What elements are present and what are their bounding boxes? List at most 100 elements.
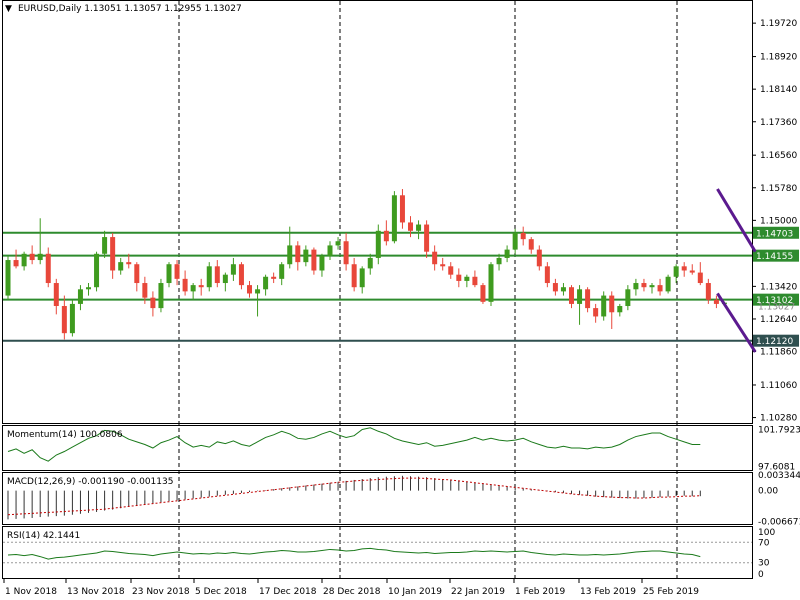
candle-body bbox=[464, 276, 470, 281]
candle-body bbox=[633, 283, 639, 290]
price-tick-label: 1.13420 bbox=[760, 282, 797, 292]
candle-body bbox=[206, 266, 212, 288]
candle-body bbox=[86, 287, 91, 290]
candle-body bbox=[222, 274, 228, 284]
candle-body bbox=[609, 295, 615, 313]
momentum-tick-label: 97.6081 bbox=[758, 462, 795, 472]
vertical-gridlines bbox=[178, 1, 678, 578]
candle-body bbox=[335, 241, 341, 246]
candle-body bbox=[29, 253, 35, 261]
date-tick-label: 1 Feb 2019 bbox=[515, 587, 566, 597]
candle-body bbox=[657, 285, 663, 292]
rsi-label: RSI(14) 42.1441 bbox=[7, 531, 80, 541]
candle-body bbox=[174, 264, 180, 279]
candle-body bbox=[456, 274, 462, 281]
candle-body bbox=[351, 264, 357, 288]
rsi-line bbox=[7, 547, 701, 560]
candle-body bbox=[230, 264, 236, 275]
candle-body bbox=[45, 253, 51, 284]
macd-tick-label: 0.003344 bbox=[758, 471, 800, 481]
candle-body bbox=[118, 262, 124, 271]
rsi-tick-label: 100 bbox=[758, 528, 775, 538]
date-tick-label: 17 Dec 2018 bbox=[259, 587, 317, 597]
channel-line bbox=[716, 292, 757, 353]
date-tick-label: 23 Nov 2018 bbox=[132, 587, 190, 597]
candle-body bbox=[255, 289, 261, 294]
date-tick-label: 22 Jan 2019 bbox=[451, 587, 505, 597]
candle-body bbox=[512, 232, 518, 250]
candle-body bbox=[520, 232, 526, 240]
date-axis: 1 Nov 2018 13 Nov 2018 23 Nov 2018 5 Dec 20… bbox=[3, 578, 699, 597]
price-tick-label: 1.17360 bbox=[760, 118, 797, 128]
macd-tick-label: 0.00 bbox=[758, 487, 778, 497]
rsi-tick-label: 0 bbox=[758, 570, 764, 580]
price-axis: 1.19720 1.18920 1.18140 1.17360 1.16560 1.157… bbox=[752, 19, 797, 424]
candle-body bbox=[552, 283, 558, 292]
chart-menu-triangle[interactable]: ▼ bbox=[5, 4, 12, 14]
candle-body bbox=[480, 285, 486, 302]
candle-body bbox=[61, 306, 67, 334]
candle-body bbox=[247, 285, 252, 294]
candle-body bbox=[560, 287, 566, 292]
candle-body bbox=[448, 266, 454, 275]
trend-channel bbox=[716, 188, 757, 353]
candle-body bbox=[665, 276, 671, 292]
date-tick-label: 10 Jan 2019 bbox=[388, 587, 442, 597]
candle-body bbox=[21, 253, 27, 267]
candle-body bbox=[440, 264, 446, 267]
candle-body bbox=[238, 264, 244, 286]
candle-body bbox=[287, 245, 293, 265]
candle-body bbox=[681, 266, 687, 271]
channel-line bbox=[716, 188, 757, 253]
level-label: 1.13102 bbox=[756, 296, 793, 306]
price-panel-frame bbox=[2, 0, 753, 424]
candle-body bbox=[569, 287, 574, 304]
candle-body bbox=[705, 283, 711, 300]
price-tick-label: 1.11860 bbox=[760, 348, 797, 358]
candle-body bbox=[142, 283, 148, 298]
date-tick-label: 5 Dec 2018 bbox=[195, 587, 247, 597]
candle-body bbox=[544, 266, 550, 284]
macd-panel-frame bbox=[2, 472, 753, 525]
candle-body bbox=[391, 195, 397, 242]
rsi-tick-label: 70 bbox=[758, 538, 770, 548]
candle-body bbox=[399, 195, 405, 223]
level-label-box bbox=[753, 249, 799, 262]
date-tick-label: 13 Feb 2019 bbox=[580, 587, 636, 597]
momentum-line bbox=[7, 427, 701, 462]
price-tick-label: 1.18920 bbox=[760, 53, 797, 63]
candle-body bbox=[424, 224, 430, 252]
level-label-box bbox=[753, 293, 799, 306]
price-tick-label: 1.10280 bbox=[760, 414, 797, 424]
candle-body bbox=[375, 230, 381, 258]
momentum-indicator: 101.7923 97.6081 bbox=[7, 426, 800, 472]
level-label: 1.14155 bbox=[756, 252, 793, 262]
candle-body bbox=[697, 272, 703, 284]
candle-body bbox=[649, 285, 655, 288]
candle-body bbox=[496, 257, 502, 265]
candle-body bbox=[625, 289, 631, 307]
candle-body bbox=[150, 297, 156, 309]
candle-body bbox=[617, 306, 623, 313]
candle-body bbox=[110, 237, 116, 271]
candle-body bbox=[311, 249, 317, 271]
candle-body bbox=[37, 253, 43, 261]
candle-body bbox=[504, 249, 510, 258]
candle-body bbox=[77, 289, 83, 304]
candle-body bbox=[601, 295, 607, 317]
candle-body bbox=[53, 283, 59, 307]
price-tick-label: 1.12640 bbox=[760, 315, 797, 325]
candlesticks bbox=[5, 189, 727, 340]
candle-body bbox=[182, 278, 188, 292]
candle-body bbox=[166, 264, 172, 284]
candle-body bbox=[158, 283, 164, 309]
candle-body bbox=[472, 276, 478, 286]
candle-body bbox=[408, 222, 413, 231]
candle-body bbox=[271, 276, 277, 279]
momentum-label: Momentum(14) 100.0806 bbox=[7, 430, 123, 440]
candle-body bbox=[432, 251, 438, 265]
candle-body bbox=[536, 249, 542, 267]
horizontal-levels: 1.14703 1.14155 1.13102 1.12120 1.13027 bbox=[3, 226, 799, 347]
price-tick-label: 1.15780 bbox=[760, 184, 797, 194]
